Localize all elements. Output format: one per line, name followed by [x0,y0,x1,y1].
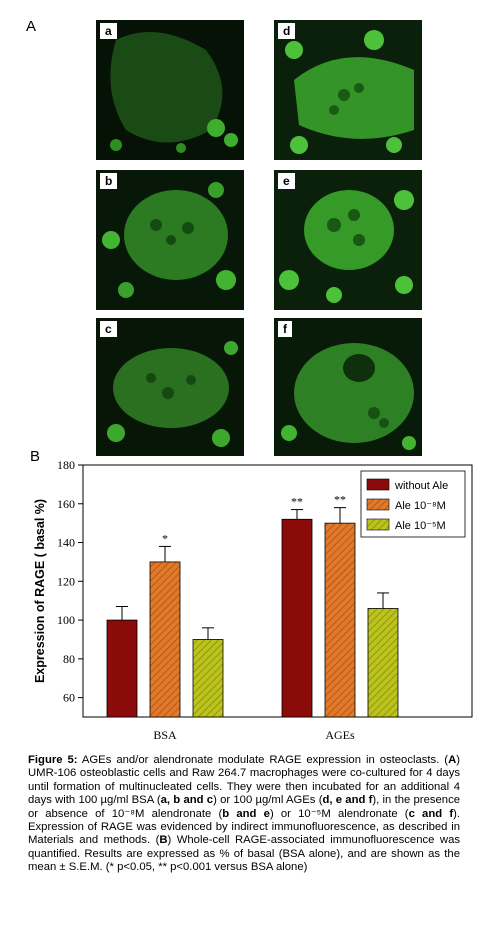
x-category-label: AGEs [325,728,355,742]
caption-part-c: ), in the presence or absence of 10⁻⁸M a… [28,794,461,820]
caption-def: d, e and f [322,794,373,807]
legend-label-0: without Ale [394,480,448,492]
significance-mark: * [162,531,168,545]
micro-label-b: b [100,173,118,189]
legend-swatch-1 [366,498,390,511]
y-tick-label: 60 [63,691,75,705]
caption-figure-label: Figure 5: [28,754,78,766]
x-category-label: BSA [153,728,177,742]
caption-part-a: ) UMR-106 osteoblastic cells and Raw 264… [28,754,460,807]
bar-ages-1 [324,522,356,718]
micrograph-b: b [96,170,244,310]
micro-label-f: f [278,321,292,337]
micrograph-a: a [96,20,244,160]
caption-A: A [448,754,457,766]
legend-swatch-2 [366,518,390,531]
legend-label-2: Ale 10⁻⁵M [395,520,446,532]
bar-ages-0 [281,518,313,718]
micro-label-a: a [100,23,117,39]
caption-be: b and e [222,807,270,820]
micrograph-d: d [274,20,422,160]
micrograph-b-image [96,170,244,310]
caption-B: B [159,834,168,847]
caption-part-e: ). Expression of RAGE was evidenced by i… [28,807,460,847]
micrograph-f: f [274,318,422,456]
caption-lead: AGEs and/or alendronate modulate RAGE ex… [77,754,449,766]
micrograph-e: e [274,170,422,310]
caption-part-f: ) Whole-cell RAGE-associated immunofluor… [28,834,460,874]
bar-bsa-2 [192,639,224,718]
rage-bar-chart: 60 80 100 120 140 160 180 Expression of RAGE ( … [33,458,473,742]
micro-label-e: e [278,173,295,189]
caption-cf: c and f [408,807,454,820]
bar-bsa-1 [149,561,181,718]
panel-a-letter: A [26,18,37,35]
micrograph-a-image [96,20,244,160]
plot-frame [82,464,473,718]
micrograph-c-image [96,318,244,456]
legend-label-1: Ale 10⁻⁸M [395,500,446,512]
micrograph-c: c [96,318,244,456]
bar-bsa-0 [106,619,138,718]
micro-label-c: c [100,321,117,337]
micrograph-e-image [274,170,422,310]
figure-caption: Figure 5: AGEs and/or alendronate modula… [28,754,460,875]
caption-part-b: ) or 100 µg/ml AGEs ( [213,794,323,807]
y-tick-label: 80 [63,652,75,666]
y-axis-label: Expression of RAGE ( basal %) [33,499,47,683]
y-tick-label: 120 [57,574,75,588]
significance-mark: ** [334,493,346,507]
y-tick-label: 160 [57,497,75,511]
y-tick-label: 180 [57,458,75,472]
legend-swatch-0 [366,478,390,491]
micrograph-d-image [274,20,422,160]
significance-mark: ** [291,495,303,509]
y-tick-label: 100 [57,613,75,627]
micrograph-f-image [274,318,422,456]
caption-part-d: ) or 10⁻⁵M alendronate ( [269,807,409,820]
micro-label-d: d [278,23,296,39]
panel-b-letter: B [30,448,41,465]
bar-ages-2 [367,608,399,718]
y-tick-label: 140 [57,536,75,550]
caption-abc: a, b and c [160,794,214,807]
